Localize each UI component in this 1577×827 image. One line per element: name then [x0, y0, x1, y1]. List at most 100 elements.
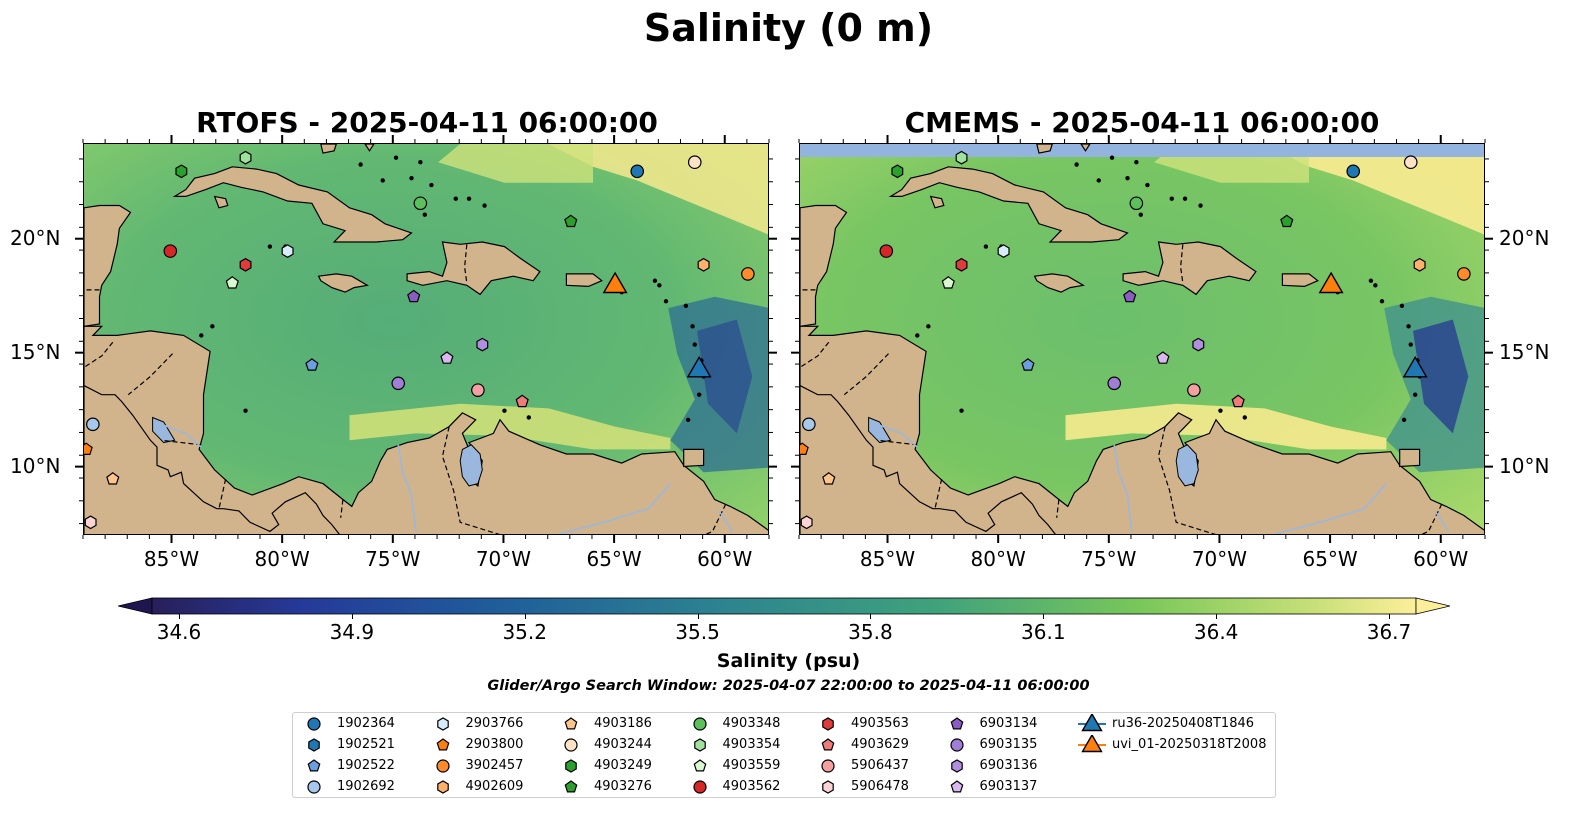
marker-uvi_01-20250318T2008[interactable]	[602, 271, 628, 294]
legend-symbol	[693, 738, 706, 752]
legend-marker-4903562[interactable]	[692, 780, 707, 794]
legend-label: uvi_01-20250318T2008	[1112, 737, 1267, 752]
marker-4903354[interactable]	[239, 150, 252, 165]
legend-marker-4902609[interactable]	[436, 780, 449, 794]
legend-marker-4903629[interactable]	[821, 738, 835, 751]
marker-4903629[interactable]	[515, 394, 529, 408]
x-tick-label: 65°W	[1302, 547, 1358, 571]
colorbar-tick	[351, 614, 353, 619]
marker-1902522[interactable]	[305, 358, 319, 371]
cmems-salinity-map[interactable]	[799, 143, 1485, 535]
legend-marker-4903559[interactable]	[693, 759, 706, 772]
legend-marker-4903276[interactable]	[564, 780, 578, 793]
marker-1902692[interactable]	[86, 417, 100, 432]
legend-marker-2903800[interactable]	[436, 738, 449, 751]
isla-juventud-landmass	[929, 195, 945, 209]
marker-4903276[interactable]	[1280, 214, 1294, 228]
island	[418, 160, 423, 165]
marker-4903562[interactable]	[879, 244, 894, 258]
marker-1902522[interactable]	[1021, 358, 1035, 371]
marker-6903135[interactable]	[1107, 376, 1122, 391]
legend-marker-4903563[interactable]	[822, 717, 834, 731]
marker-6903135[interactable]	[391, 376, 406, 391]
marker-4903249[interactable]	[891, 164, 904, 179]
legend-marker-4903186[interactable]	[564, 717, 578, 730]
legend-marker-5906437[interactable]	[821, 759, 835, 773]
colorbar-tick-label: 35.2	[502, 620, 547, 644]
marker-2903766[interactable]	[997, 244, 1010, 258]
marker-4903244[interactable]	[1403, 155, 1418, 170]
marker-4902609[interactable]	[1413, 257, 1426, 272]
marker-6903136[interactable]	[1192, 337, 1205, 352]
bahamas1-landmass	[320, 144, 337, 154]
marker-4903354[interactable]	[955, 150, 968, 165]
legend-symbol	[950, 717, 963, 730]
marker-2903800[interactable]	[84, 442, 93, 455]
rtofs-salinity-map[interactable]	[83, 143, 769, 535]
legend-marker-6903135[interactable]	[949, 738, 964, 752]
y-tick-label: 20°N	[10, 225, 61, 250]
legend-marker-3902457[interactable]	[435, 759, 450, 773]
marker-1902692[interactable]	[802, 417, 816, 432]
marker-6903134[interactable]	[1123, 289, 1137, 303]
marker-4903559[interactable]	[941, 276, 955, 289]
marker-2903766[interactable]	[281, 244, 294, 258]
marker-5906478[interactable]	[800, 515, 813, 530]
legend-marker-4903249[interactable]	[565, 759, 577, 773]
marker-6903136[interactable]	[476, 337, 489, 352]
marker-4903563[interactable]	[955, 257, 968, 272]
legend-marker-1902521[interactable]	[308, 738, 320, 752]
marker-1902364[interactable]	[630, 164, 645, 179]
marker-ru36-20250408T1846[interactable]	[686, 355, 712, 378]
marker-uvi_01-20250318T2008[interactable]	[1318, 271, 1344, 294]
legend-symbol	[564, 738, 578, 752]
marker-ru36-20250408T1846[interactable]	[1402, 355, 1428, 378]
legend-marker-uvi_01-20250318T2008[interactable]	[1081, 735, 1103, 753]
legend-marker-1902692[interactable]	[307, 780, 321, 794]
legend-label: 5906437	[851, 758, 909, 773]
legend-marker-4903244[interactable]	[564, 738, 578, 752]
legend-marker-1902522[interactable]	[307, 759, 321, 772]
marker-2903800[interactable]	[800, 442, 809, 455]
marker-4903559[interactable]	[225, 276, 239, 289]
marker-4903186[interactable]	[822, 472, 836, 485]
legend-marker-6903134[interactable]	[950, 717, 963, 730]
country-border	[934, 478, 943, 509]
marker-4903348[interactable]	[1129, 196, 1144, 211]
marker-5906478[interactable]	[84, 515, 97, 530]
marker-3902457[interactable]	[1457, 267, 1471, 281]
legend-marker-6903137[interactable]	[950, 780, 963, 793]
marker-4903276[interactable]	[564, 214, 578, 228]
marker-6903137[interactable]	[1156, 351, 1170, 364]
island	[1198, 203, 1203, 208]
marker-5906437[interactable]	[1187, 383, 1201, 397]
marker-1902364[interactable]	[1346, 164, 1361, 179]
coastal-salinity-band	[349, 403, 671, 450]
legend-marker-2903766[interactable]	[436, 717, 449, 731]
legend-marker-6903136[interactable]	[950, 759, 963, 773]
marker-4902609[interactable]	[697, 257, 710, 272]
marker-4903562[interactable]	[163, 244, 178, 258]
map-canvas	[84, 144, 768, 534]
marker-3902457[interactable]	[741, 267, 755, 281]
legend-marker-4903348[interactable]	[692, 717, 707, 731]
legend-marker-ru36-20250408T1846[interactable]	[1081, 714, 1103, 732]
marker-6903137[interactable]	[440, 351, 454, 364]
marker-5906437[interactable]	[471, 383, 485, 397]
marker-4903186[interactable]	[106, 472, 120, 485]
island	[1145, 182, 1150, 188]
country-border	[218, 478, 227, 509]
marker-4903249[interactable]	[175, 164, 188, 179]
legend-label: 4903249	[594, 758, 652, 773]
marker-4903629[interactable]	[1231, 394, 1245, 408]
legend-marker-5906478[interactable]	[822, 780, 834, 794]
marker-4903244[interactable]	[687, 155, 702, 170]
legend-marker-1902364[interactable]	[307, 717, 321, 731]
marker-6903134[interactable]	[407, 289, 421, 303]
legend-label: 2903766	[465, 716, 524, 731]
marker-4903348[interactable]	[413, 196, 428, 211]
legend-label: 4903559	[722, 758, 781, 773]
marker-4903563[interactable]	[239, 257, 252, 272]
legend-marker-4903354[interactable]	[693, 738, 706, 752]
colorbar-tick-label: 35.8	[848, 620, 893, 644]
